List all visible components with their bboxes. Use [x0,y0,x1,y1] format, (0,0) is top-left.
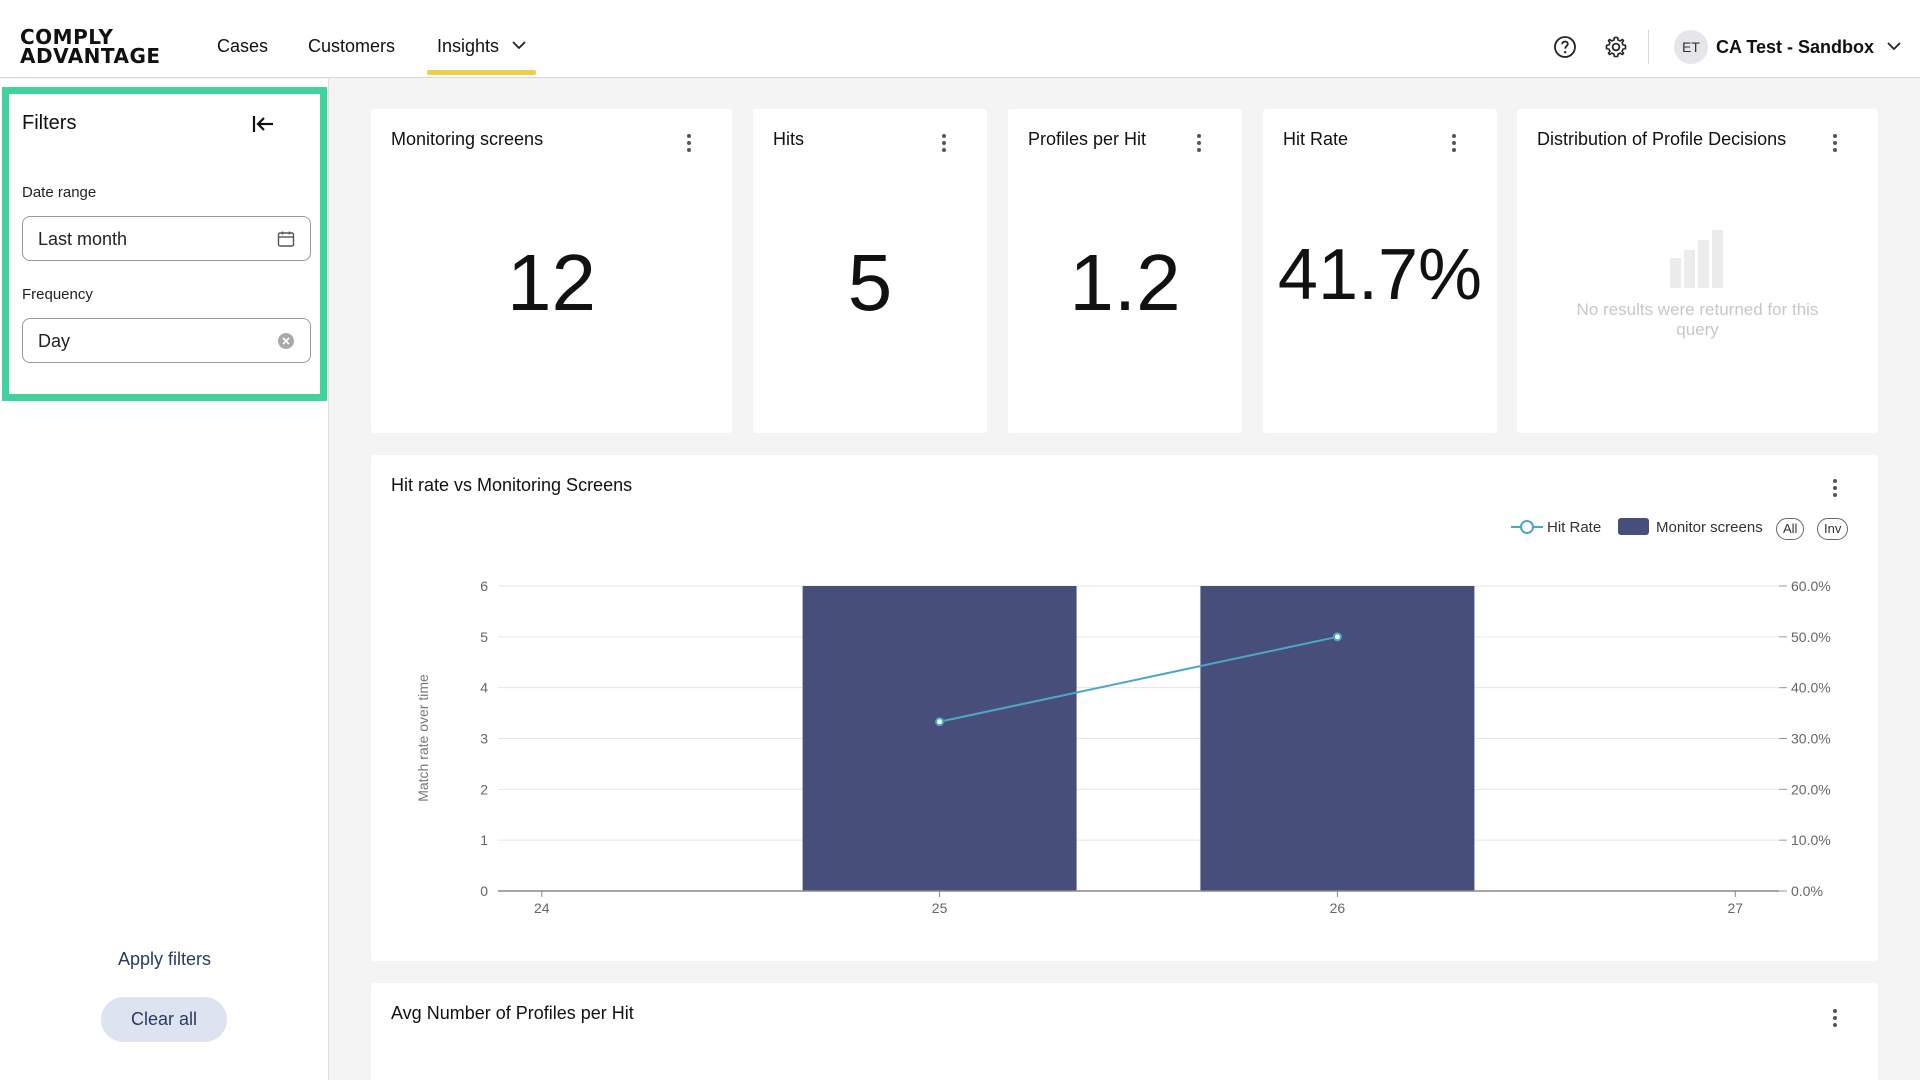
y-tick-label-left: 5 [480,629,488,645]
card-title: Hits [773,129,804,149]
legend-all-button[interactable]: All [1776,518,1805,540]
clear-selection-icon[interactable] [276,331,296,351]
hit-rate-chart-plot: 0 0.0% 1 10.0% 2 20.0% 3 30.0% 4 40.0% 5 50.0% 6 60.0… [415,578,1831,916]
y-tick-label-right: 0.0% [1791,883,1823,899]
distribution-card: Distribution of Profile Decisions No res… [1517,109,1878,433]
hit-rate-point [935,717,945,727]
filters-panel-highlight: Filters Date range Last month Frequency … [2,87,327,401]
card-title: Monitoring screens [391,129,544,149]
more-options-icon[interactable] [1192,131,1206,155]
metric-value: 1.2 [1069,238,1181,327]
collapse-sidebar-icon[interactable] [249,110,277,138]
card-title: Distribution of Profile Decisions [1537,129,1787,149]
company-logo[interactable]: COMPLY ADVANTAGE [20,25,161,68]
legend-item-hit-rate[interactable]: Hit Rate [1511,519,1601,536]
y-tick-label-right: 40.0% [1791,680,1831,696]
y-tick-label-right: 30.0% [1791,731,1831,747]
top-navigation-bar: COMPLY ADVANTAGE Cases Customers Insight… [0,0,1920,78]
y-tick-label-right: 50.0% [1791,629,1831,645]
hit-rate-chart-card: Hit rate vs Monitoring Screens Hit Rate … [371,455,1878,961]
legend-label: Monitor screens [1656,519,1763,536]
account-switcher[interactable]: CA Test - Sandbox [1716,37,1901,58]
filters-sidebar: Filters Date range Last month Frequency … [0,79,329,1080]
avg-profiles-chart-card: Avg Number of Profiles per Hit [371,983,1878,1080]
x-tick-label: 27 [1727,900,1743,916]
empty-state-message: No results were returned for this query [1576,300,1819,339]
metric-value: 12 [507,238,596,327]
avatar[interactable]: ET [1674,30,1708,64]
metric-value: 41.7% [1277,235,1483,315]
help-icon[interactable] [1553,35,1577,59]
x-tick-label: 24 [534,900,550,916]
bar [802,586,1077,891]
hits-card: Hits 5 [753,109,987,433]
chevron-down-icon [512,41,526,50]
chart-title: Avg Number of Profiles per Hit [391,1003,634,1023]
filters-title: Filters [22,112,77,134]
y-axis-title: Match rate over time [415,674,431,802]
frequency-field[interactable]: Day [22,318,311,363]
y-tick-label-left: 1 [480,832,488,848]
more-options-icon[interactable] [1828,1006,1842,1030]
y-tick-label-left: 0 [480,883,488,899]
date-range-label: Date range [22,184,97,201]
nav-customers-label: Customers [308,36,396,56]
y-tick-label-left: 6 [480,578,488,594]
legend-label: Hit Rate [1547,519,1602,536]
more-options-icon[interactable] [937,131,951,155]
hit-rate-line [939,635,1338,723]
chevron-down-icon [1887,42,1901,51]
clear-all-button[interactable]: Clear all [101,997,227,1042]
more-options-icon[interactable] [682,131,696,155]
date-range-field[interactable]: Last month [22,216,311,261]
line-marker-icon [1511,519,1543,534]
calendar-icon[interactable] [276,229,296,249]
logo-line-2: ADVANTAGE [20,44,161,68]
nav-customers[interactable]: Customers [308,36,395,57]
bar-swatch-icon [1618,518,1649,536]
y-tick-label-left: 3 [480,731,488,747]
y-tick-label-right: 10.0% [1791,832,1831,848]
legend-item-monitor-screens[interactable]: Monitor screens [1618,518,1763,536]
more-options-icon[interactable] [1828,476,1842,500]
y-tick-label-left: 2 [480,781,488,797]
frequency-value: Day [38,331,71,351]
apply-filters-button[interactable]: Apply filters [118,949,212,969]
more-options-icon[interactable] [1828,131,1842,155]
date-range-value: Last month [38,229,128,249]
active-tab-indicator [427,70,537,75]
hit-rate-card: Hit Rate 41.7% [1263,109,1497,433]
y-tick-label-left: 4 [480,680,488,696]
empty-chart-icon [1670,230,1723,288]
metric-value: 5 [847,238,893,327]
x-tick-label: 26 [1330,900,1346,916]
settings-icon[interactable] [1604,35,1628,59]
chart-title: Hit rate vs Monitoring Screens [391,475,633,495]
profiles-per-hit-card: Profiles per Hit 1.2 [1008,109,1242,433]
card-title: Hit Rate [1283,129,1349,149]
hit-rate-point [1332,632,1342,642]
more-options-icon[interactable] [1447,131,1461,155]
nav-insights-label: Insights [437,36,500,56]
y-tick-label-right: 60.0% [1791,578,1831,594]
frequency-label: Frequency [22,286,93,303]
y-tick-label-right: 20.0% [1791,781,1831,797]
nav-insights[interactable]: Insights [427,36,537,75]
account-name: CA Test - Sandbox [1716,37,1875,57]
bar [1200,586,1475,891]
legend-invert-button[interactable]: Inv [1817,518,1849,540]
monitoring-screens-card: Monitoring screens 12 [371,109,732,433]
logo-line-1: COMPLY [20,25,114,49]
header-divider [1648,30,1649,64]
nav-cases[interactable]: Cases [217,36,268,57]
x-tick-label: 25 [932,900,948,916]
nav-cases-label: Cases [217,36,269,56]
card-title: Profiles per Hit [1028,129,1147,149]
